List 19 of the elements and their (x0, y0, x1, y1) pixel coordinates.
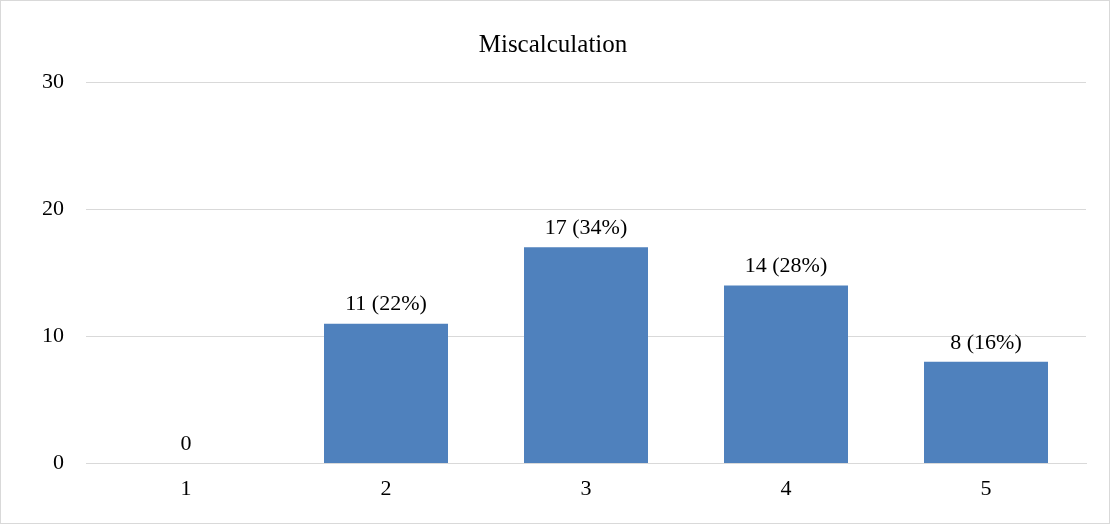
y-tick-label: 10 (42, 322, 64, 348)
bar (524, 247, 648, 464)
data-label: 0 (180, 430, 192, 456)
x-tick-label: 3 (580, 474, 592, 500)
y-tick-label: 0 (53, 449, 64, 475)
y-tick-label: 30 (42, 67, 64, 93)
data-label: 14 (28%) (744, 252, 828, 278)
data-label: 11 (22%) (345, 290, 427, 316)
x-tick-label: 2 (380, 474, 392, 500)
data-label: 8 (16%) (950, 328, 1022, 354)
bar (324, 323, 448, 464)
chart-title: Miscalculation (478, 29, 628, 57)
bar (724, 285, 848, 464)
data-label: 17 (34%) (544, 214, 628, 240)
x-tick-label: 1 (180, 474, 192, 500)
x-tick-label: 4 (780, 474, 792, 500)
x-tick-label: 5 (980, 474, 992, 500)
y-tick-label: 20 (42, 194, 64, 220)
bar (924, 361, 1048, 464)
